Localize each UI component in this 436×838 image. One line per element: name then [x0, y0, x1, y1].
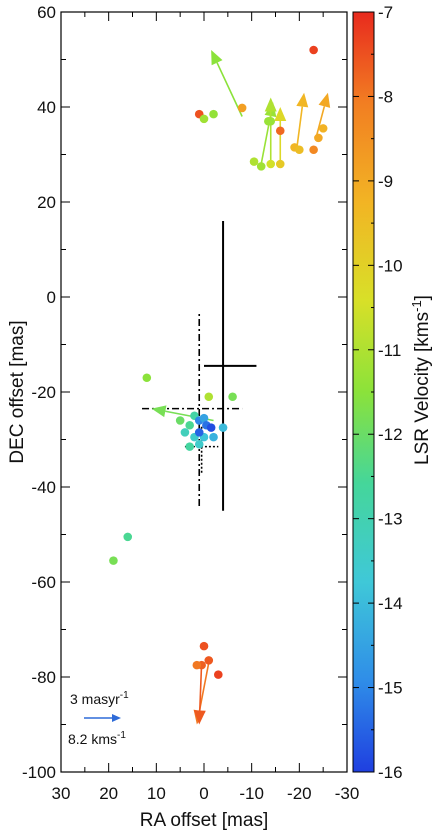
scale-key: 3 masyr-1 8.2 kms-1: [68, 690, 129, 747]
maser-spot: [185, 420, 194, 430]
y-tick-label: -20: [31, 383, 56, 402]
maser-spots: [109, 45, 328, 679]
x-tick-label: -30: [335, 784, 360, 803]
maser-spot: [309, 145, 318, 155]
y-tick-label: 0: [47, 288, 56, 307]
maser-spot: [194, 428, 204, 437]
x-tick-label: 0: [199, 784, 208, 803]
maser-spot: [204, 656, 214, 665]
maser-spot: [218, 423, 228, 432]
maser-spot: [275, 159, 285, 169]
maser-spot: [206, 423, 216, 432]
colorbar-tick-label: -11: [378, 341, 401, 360]
maser-spot: [204, 392, 214, 402]
maser-spot: [199, 114, 209, 124]
proper-motion-arrow: [198, 662, 210, 711]
proper-motion-arrowhead: [296, 92, 309, 108]
maser-spot: [275, 126, 285, 136]
error-crosses: [142, 221, 257, 511]
colorbar-tick-label: -13: [378, 510, 403, 529]
proper-motion-arrow: [198, 662, 203, 711]
x-tick-label: 20: [99, 784, 118, 803]
maser-spot: [264, 116, 273, 126]
y-tick-label: -100: [22, 763, 56, 782]
colorbar-tick-label: -15: [378, 679, 403, 698]
y-tick-label: 20: [37, 193, 56, 212]
maser-spot: [180, 428, 190, 437]
axis-tick-labels: 30 20 10 0 -10 -20 -30 60 40 20 0 -20 -40 -60 -80 -100: [22, 3, 359, 803]
maser-spot: [192, 660, 202, 670]
colorbar-tick-label: -12: [378, 425, 403, 444]
maser-spot: [237, 103, 247, 113]
proper-motion-arrowhead: [318, 92, 331, 108]
maser-spot: [109, 556, 118, 565]
axis-ticks: [60, 11, 348, 773]
colorbar-label: LSR Velocity [kms-1]: [409, 295, 433, 465]
y-axis-label: DEC offset [mas]: [7, 320, 28, 463]
maser-spot: [295, 145, 304, 155]
maser-spot: [314, 133, 323, 143]
colorbar-tick-label: -14: [378, 594, 403, 613]
y-tick-label: -40: [31, 478, 56, 497]
proper-motion-arrowhead: [151, 405, 167, 418]
scale-key-pm-label: 3 masyr-1: [70, 690, 129, 707]
x-tick-label: 30: [52, 784, 71, 803]
colorbar: [352, 11, 375, 773]
x-axis-label: RA offset [mas]: [140, 810, 268, 831]
maser-spot: [209, 432, 218, 442]
plot-frame: [60, 11, 348, 773]
proper-motion-arrowhead: [193, 710, 206, 725]
colorbar-ticks: -7 -8 -9 -10 -11 -12 -13 -14 -15 -16: [353, 3, 403, 782]
y-tick-label: -60: [31, 573, 56, 592]
colorbar-tick-label: -8: [378, 87, 393, 106]
maser-spot: [142, 373, 152, 383]
proper-motion-arrow: [296, 106, 304, 148]
x-tick-label: -10: [239, 784, 264, 803]
maser-spot: [249, 157, 259, 166]
proper-motion-arrow: [315, 106, 326, 139]
x-tick-label: -20: [287, 784, 312, 803]
proper-motion-arrowhead: [211, 50, 223, 66]
maser-spot: [209, 109, 218, 119]
maser-spot: [309, 45, 318, 55]
maser-spot: [228, 392, 237, 402]
maser-spot: [123, 532, 133, 542]
maser-spot: [185, 442, 194, 451]
maser-spot: [199, 413, 209, 423]
maser-spot: [175, 416, 185, 425]
maser-spot: [256, 162, 266, 171]
x-tick-label: 10: [147, 784, 166, 803]
colorbar-tick-label: -10: [378, 256, 403, 275]
scale-key-velocity-label: 8.2 kms-1: [68, 730, 126, 747]
scale-key-arrowhead: [112, 714, 121, 722]
maser-spot: [214, 670, 223, 679]
colorbar-tick-label: -9: [378, 172, 393, 191]
maser-spot: [266, 159, 276, 169]
maser-spot: [318, 124, 328, 133]
y-tick-label: -80: [31, 668, 56, 687]
proper-motion-arrowhead: [274, 107, 287, 121]
y-tick-label: 60: [37, 3, 56, 22]
maser-spot: [194, 439, 204, 449]
y-tick-label: 40: [37, 98, 56, 117]
colorbar-tick-label: -7: [378, 3, 393, 22]
proper-motion-arrowhead: [264, 97, 277, 112]
colorbar-tick-label: -16: [378, 763, 403, 782]
maser-spot: [199, 641, 209, 651]
